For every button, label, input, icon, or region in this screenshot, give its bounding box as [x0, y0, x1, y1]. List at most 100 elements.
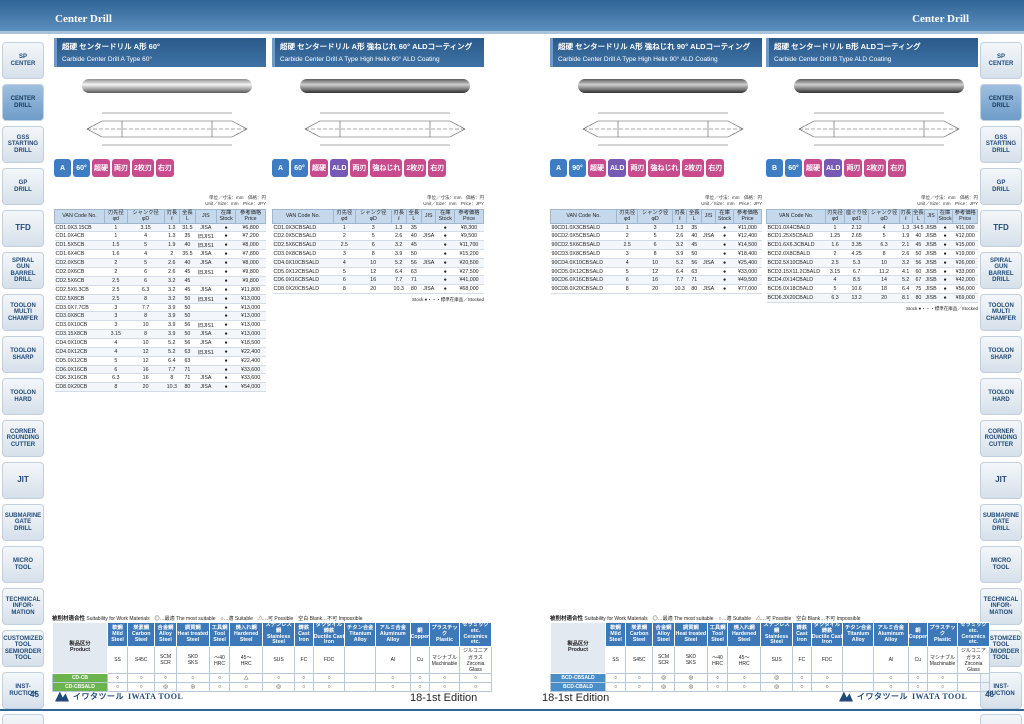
- table-cell: 旧JIS1: [195, 294, 217, 304]
- table-cell: ¥33,600: [235, 365, 266, 375]
- sidebar-tab[interactable]: INST- RUCTION: [2, 672, 44, 709]
- table-cell: 6: [127, 276, 165, 286]
- sidebar-tab[interactable]: JIT: [980, 462, 1022, 499]
- product-title-jp: 超硬 センタードリル A形 60°: [62, 42, 161, 51]
- table-cell: 45: [686, 240, 702, 251]
- feature-icons: A 60° 超硬 ALD 両刃 強ねじれ 2枚刃 右刃: [272, 159, 484, 177]
- material-group: 工具鋼 Tool Steel: [706, 621, 729, 648]
- drill-image: [578, 79, 748, 93]
- material-grade: SS: [106, 646, 129, 675]
- sidebar-tab[interactable]: CORNER ROUNDING CUTTER: [980, 420, 1022, 457]
- table-cell: 1: [104, 231, 128, 242]
- dimension-drawing: [766, 109, 978, 153]
- table-cell: 6: [637, 240, 673, 251]
- sidebar-tab[interactable]: TECHNICAL INFOR- MATION: [2, 588, 44, 625]
- suitability-mark: ○: [262, 673, 296, 684]
- table-cell: 18: [868, 284, 900, 295]
- material-grade: Al: [873, 646, 909, 675]
- table-cell: JISB: [924, 275, 938, 286]
- table-cell: 1.9: [899, 231, 913, 242]
- suitability-mark: ◎: [760, 682, 794, 693]
- sidebar-tab[interactable]: SUBMARINE GATE DRILL: [2, 504, 44, 541]
- spec-table: VAN Code No. 刃先径 φd シャンク径 φD 刃長 ℓ 全長 L JIS 在庫 …: [549, 208, 762, 295]
- feature-badge-icon: A: [54, 159, 71, 177]
- sidebar-tab[interactable]: GP DRILL: [2, 168, 44, 205]
- sidebar-tab[interactable]: TOOLON SHARP: [2, 336, 44, 373]
- table-cell: ¥41,000: [454, 275, 484, 286]
- product-section-3: 超硬 センタードリル A形 強ねじれ 90° ALDコーティング Carbide …: [549, 38, 762, 295]
- sidebar-tab[interactable]: GP DRILL: [980, 168, 1022, 205]
- sidebar-tab[interactable]: TOOLON MULTI CHAMFER: [980, 294, 1022, 331]
- product-title-bar: 超硬 センタードリル A形 60° Carbide Center Drill A …: [54, 38, 266, 67]
- sidebar-tab[interactable]: SPIRAL GUN BARREL DRILL: [2, 252, 44, 289]
- table-header: 全長 L: [686, 208, 703, 224]
- table-cell: ¥7,800: [235, 249, 266, 260]
- sidebar-tab[interactable]: CUSTOMIZED TOOL SEMIORDER TOOL: [2, 630, 44, 667]
- sidebar-tab[interactable]: TECHNICAL INFOR- MATION: [980, 588, 1022, 625]
- sidebar-tab[interactable]: SP CENTER: [2, 42, 44, 79]
- material-grade: SKD SKS: [673, 646, 708, 675]
- table-row: CD2.5X8CB 2.5 8 3.2 50 旧JIS1 ● ¥13,000: [54, 294, 266, 304]
- table-cell: ●: [715, 284, 734, 295]
- table-row: CD4.0X10CBSALD 4 10 5.2 56 JISA ● ¥20,500: [272, 258, 484, 268]
- table-cell: JISA: [195, 249, 217, 260]
- sidebar-tab[interactable]: MICRO TOOL: [980, 546, 1022, 583]
- sidebar-tab[interactable]: TOOLON HARD: [980, 378, 1022, 415]
- feature-badge-icon: 右刃: [155, 159, 174, 177]
- table-cell: ●: [435, 284, 455, 295]
- sidebar-tab[interactable]: GSS STARTING DRILL: [980, 126, 1022, 163]
- table-cell: 5: [127, 240, 165, 251]
- sidebar-tab[interactable]: SUBMARINE GATE DRILL: [980, 504, 1022, 541]
- table-cell: ●: [435, 223, 455, 233]
- table-header: JIS: [420, 208, 437, 224]
- sidebar-tab[interactable]: TOOLON HARD: [2, 378, 44, 415]
- table-cell: [421, 223, 436, 233]
- table-cell: ¥12,000: [952, 231, 978, 242]
- table-cell: JISB: [924, 223, 938, 233]
- sidebar-tab[interactable]: CORNER ROUNDING CUTTER: [2, 420, 44, 457]
- sidebar-tab[interactable]: JIT: [2, 462, 44, 499]
- table-cell: CD3.0X7.7CB: [54, 303, 105, 313]
- material-grade: ジルコニア ガラス Zirconia Glass: [956, 646, 991, 675]
- table-cell: [195, 311, 217, 322]
- table-cell: 2.65: [844, 231, 869, 242]
- table-cell: ●: [216, 303, 236, 313]
- unit-note: 単位／寸法：mm 価格：円 Unit／Size：mm Price：JPY: [701, 195, 762, 206]
- suitability-mark: ○: [792, 682, 812, 693]
- table-cell: ¥7,200: [235, 231, 266, 242]
- sidebar-tab[interactable]: CENTER DRILL: [980, 84, 1022, 121]
- table-cell: 16: [355, 275, 392, 286]
- table-cell: ●: [216, 338, 236, 348]
- table-cell: ¥33,000: [733, 267, 762, 277]
- material-group: アルミ合金 Aluminum Alloy: [873, 621, 909, 648]
- suitability-mark: ◎: [673, 673, 708, 684]
- sidebar-tab[interactable]: TFD: [980, 210, 1022, 247]
- material-group: 鋳鉄 Cast Iron: [792, 621, 812, 648]
- table-cell: 40: [406, 231, 422, 242]
- sidebar-tab[interactable]: SPIRAL GUN BARREL DRILL: [980, 252, 1022, 289]
- sidebar-tab[interactable]: CENTER DRILL: [2, 84, 44, 121]
- feature-badge-icon: 60°: [73, 159, 90, 177]
- suitability-mark: ○: [625, 682, 654, 693]
- table-cell: 50: [179, 311, 196, 322]
- sidebar-tab[interactable]: MICRO TOOL: [2, 546, 44, 583]
- sidebar-tab[interactable]: GSS STARTING DRILL: [2, 126, 44, 163]
- material-suitability-right: 被削材適合性 Suitability for Work Materials ◎……: [550, 614, 991, 693]
- sidebar-tab[interactable]: TOOLON SHARP: [980, 336, 1022, 373]
- sidebar-tab[interactable]: TOOLON MULTI CHAMFER: [2, 294, 44, 331]
- table-cell: ●: [216, 382, 236, 393]
- material-grade: マシナブル Machinable: [429, 646, 460, 675]
- sidebar-tab[interactable]: COMPANY PROFILE: [980, 714, 1022, 724]
- table-cell: 2: [104, 267, 128, 278]
- table-cell: 90CD2.5X6CBSALD: [550, 240, 617, 251]
- table-cell: 1.3: [164, 231, 180, 242]
- table-cell: JISB: [924, 258, 938, 268]
- table-cell: 20: [637, 284, 673, 295]
- sidebar-tab[interactable]: SP CENTER: [980, 42, 1022, 79]
- sidebar-tab[interactable]: TFD: [2, 210, 44, 247]
- suitability-mark: △: [229, 673, 264, 684]
- table-cell: 6.4: [672, 267, 687, 277]
- logo-mark-icon: [839, 691, 853, 702]
- sidebar-tab[interactable]: COMPANY PROFILE: [2, 714, 44, 724]
- table-cell: 45: [179, 276, 196, 286]
